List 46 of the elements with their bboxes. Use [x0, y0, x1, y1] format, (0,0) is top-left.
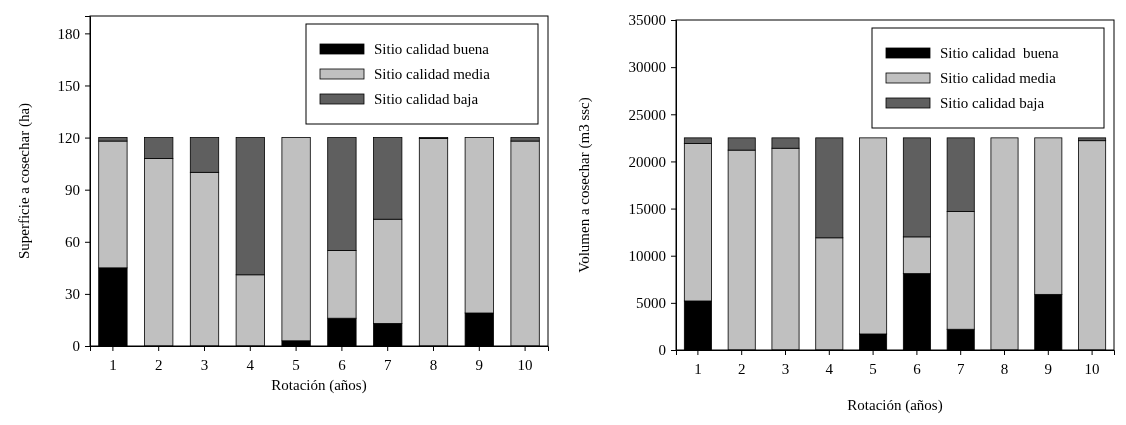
y-tick-label: 60	[65, 234, 80, 251]
x-tick-label: 10	[1084, 360, 1100, 377]
x-axis-title: Rotación (años)	[271, 377, 367, 394]
x-tick-label: 9	[475, 356, 484, 373]
x-tick-label: 5	[869, 360, 877, 377]
y-tick-label: 120	[57, 129, 80, 146]
x-tick-label: 2	[154, 356, 163, 373]
y-tick-label: 20000	[628, 153, 666, 170]
y-tick-label: 30	[65, 286, 80, 303]
x-tick-label: 1	[109, 356, 117, 373]
legend-label: Sitio calidad media	[374, 66, 491, 83]
legend-label: Sitio calidad baja	[374, 91, 479, 108]
y-tick-label: 90	[65, 181, 80, 198]
x-tick-label: 7	[956, 360, 965, 377]
x-tick-label: 3	[200, 356, 209, 373]
y-tick-label: 15000	[628, 200, 666, 217]
legend-label: Sitio calidad buena	[374, 41, 490, 58]
y-axis-title: Superficie a cosechar (ha)	[16, 102, 34, 260]
x-tick-label: 9	[1044, 360, 1053, 377]
x-axis-title: Rotación (años)	[847, 397, 943, 414]
legend-label: Sitio calidad buena	[940, 45, 1060, 62]
x-tick-label: 7	[383, 356, 392, 373]
y-tick-label: 0	[72, 338, 80, 355]
x-tick-label: 1	[694, 360, 702, 377]
y-tick-label: 10000	[628, 248, 666, 265]
y-axis-title: Volumen a cosechar (m3 ssc)	[576, 97, 594, 273]
y-tick-label: 180	[57, 25, 80, 42]
x-tick-label: 4	[825, 360, 834, 377]
x-tick-label: 6	[913, 360, 922, 377]
x-tick-label: 8	[429, 356, 438, 373]
y-tick-label: 0	[658, 342, 666, 359]
y-tick-label: 30000	[628, 59, 666, 76]
x-tick-label: 5	[292, 356, 300, 373]
x-tick-label: 6	[338, 356, 347, 373]
y-tick-label: 35000	[628, 12, 666, 29]
bar	[281, 137, 311, 342]
x-tick-label: 2	[737, 360, 746, 377]
legend-label: Sitio calidad media	[940, 70, 1057, 87]
legend-label: Sitio calidad baja	[940, 95, 1045, 112]
x-tick-label: 8	[1000, 360, 1009, 377]
y-tick-label: 25000	[628, 106, 666, 123]
x-tick-label: 3	[781, 360, 790, 377]
y-tick-label: 5000	[636, 295, 666, 312]
y-tick-label: 150	[57, 77, 80, 94]
x-tick-label: 4	[246, 356, 255, 373]
x-tick-label: 10	[517, 356, 533, 373]
